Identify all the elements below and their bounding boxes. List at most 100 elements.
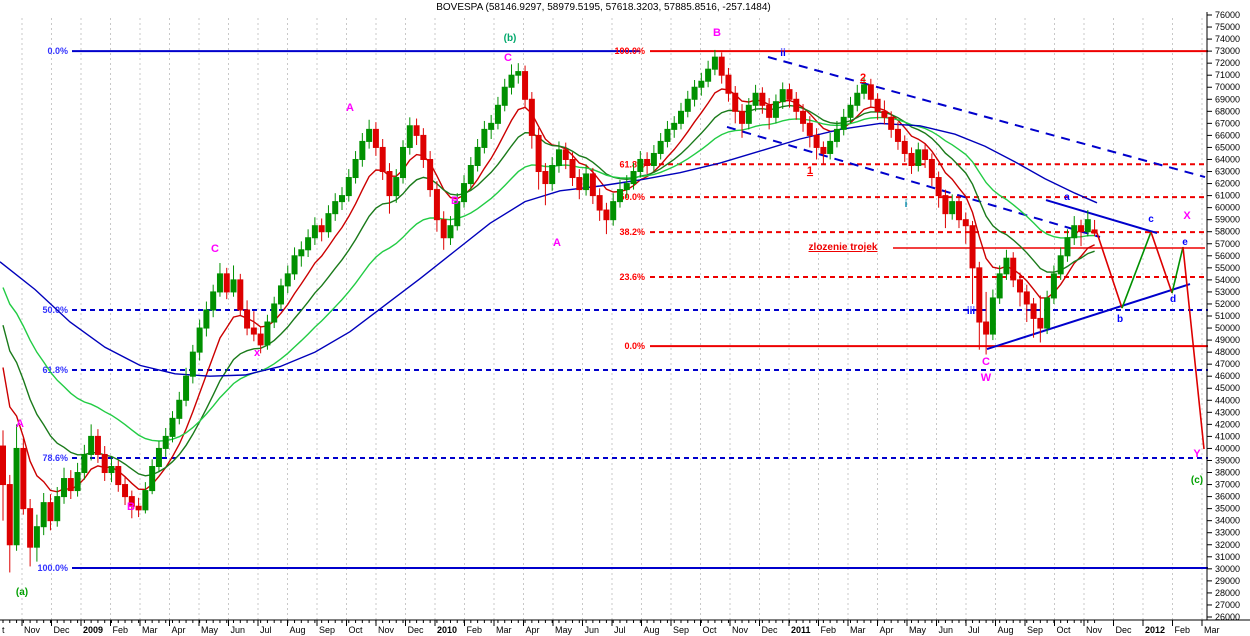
wave-label: i (905, 199, 908, 210)
svg-text:Jun: Jun (939, 625, 954, 635)
wave-label: X (1183, 210, 1191, 222)
svg-text:Aug: Aug (998, 625, 1014, 635)
svg-text:61.8%: 61.8% (619, 159, 645, 169)
svg-text:46000: 46000 (1215, 371, 1240, 381)
fibonacci-retracement-blue: 0.0% 50.0% 61.8% 78.6% 100.0% (37, 46, 1208, 573)
svg-text:33000: 33000 (1215, 528, 1240, 538)
wave-label: b (1117, 314, 1123, 325)
wave-label: x (254, 347, 261, 359)
svg-text:Mar: Mar (142, 625, 158, 635)
svg-text:58000: 58000 (1215, 227, 1240, 237)
line-ma-mid (2, 104, 1095, 477)
svg-text:Jul: Jul (614, 625, 626, 635)
svg-text:Sep: Sep (319, 625, 335, 635)
trendline-channel-upper (767, 56, 1206, 179)
wave-label: (a) (16, 587, 28, 598)
svg-text:Feb: Feb (1175, 625, 1191, 635)
svg-text:May: May (909, 625, 927, 635)
svg-text:55000: 55000 (1215, 263, 1240, 273)
svg-text:Jul: Jul (260, 625, 272, 635)
wave-label: B (451, 195, 459, 207)
svg-text:37000: 37000 (1215, 480, 1240, 490)
annotation-zlozenie-trojek: zlozenie trojek (809, 242, 1205, 253)
svg-text:Mar: Mar (1204, 625, 1220, 635)
svg-text:71000: 71000 (1215, 70, 1240, 80)
svg-text:60000: 60000 (1215, 203, 1240, 213)
wave-label: (c) (1191, 475, 1203, 486)
svg-text:61.8%: 61.8% (42, 365, 68, 375)
svg-text:2010: 2010 (437, 625, 457, 635)
svg-text:66000: 66000 (1215, 130, 1240, 140)
svg-text:Aug: Aug (644, 625, 660, 635)
candles-layer (0, 49, 1098, 573)
svg-text:2012: 2012 (1145, 625, 1165, 635)
moving-averages-layer (0, 88, 1098, 493)
wave-label: C (211, 243, 219, 255)
svg-text:Nov: Nov (732, 625, 749, 635)
svg-text:2009: 2009 (83, 625, 103, 635)
svg-text:74000: 74000 (1215, 34, 1240, 44)
svg-text:57000: 57000 (1215, 239, 1240, 249)
svg-text:Oct: Oct (349, 625, 364, 635)
trendline-resistance-short (1045, 199, 1158, 235)
gridlines-layer (21, 18, 1203, 620)
svg-text:69000: 69000 (1215, 94, 1240, 104)
wave-label: B (127, 501, 135, 513)
wave-label: a (1064, 192, 1070, 203)
svg-text:40000: 40000 (1215, 443, 1240, 453)
svg-text:May: May (555, 625, 573, 635)
svg-text:50.0%: 50.0% (619, 192, 645, 202)
svg-text:Nov: Nov (24, 625, 41, 635)
svg-text:Dec: Dec (762, 625, 779, 635)
svg-text:68000: 68000 (1215, 106, 1240, 116)
svg-text:44000: 44000 (1215, 395, 1240, 405)
svg-text:Nov: Nov (378, 625, 395, 635)
svg-text:41000: 41000 (1215, 431, 1240, 441)
svg-text:76000: 76000 (1215, 10, 1240, 20)
svg-text:t: t (2, 625, 5, 635)
wave-label: Y (1193, 448, 1201, 460)
chart-title: BOVESPA (58146.9297, 58979.5195, 57618.3… (436, 2, 771, 13)
svg-text:Mar: Mar (850, 625, 866, 635)
svg-text:Feb: Feb (467, 625, 483, 635)
svg-text:Oct: Oct (703, 625, 718, 635)
line-ma-long (0, 122, 1098, 377)
svg-text:29000: 29000 (1215, 576, 1240, 586)
svg-text:Dec: Dec (1116, 625, 1133, 635)
svg-text:75000: 75000 (1215, 22, 1240, 32)
svg-text:72000: 72000 (1215, 58, 1240, 68)
svg-text:32000: 32000 (1215, 540, 1240, 550)
svg-text:Nov: Nov (1086, 625, 1103, 635)
wave-label: (b) (504, 33, 517, 44)
svg-text:39000: 39000 (1215, 455, 1240, 465)
trendline-channel-lower (726, 126, 1101, 238)
wave-label: ii (780, 48, 786, 59)
svg-text:Feb: Feb (821, 625, 837, 635)
svg-text:38000: 38000 (1215, 468, 1240, 478)
svg-text:Dec: Dec (408, 625, 425, 635)
svg-text:Apr: Apr (880, 625, 894, 635)
wave-label: 2 (860, 72, 866, 84)
wave-label: 1 (807, 165, 813, 177)
svg-text:43000: 43000 (1215, 407, 1240, 417)
svg-text:Feb: Feb (113, 625, 129, 635)
svg-text:38.2%: 38.2% (619, 227, 645, 237)
svg-text:100.0%: 100.0% (37, 563, 68, 573)
svg-text:zlozenie trojek: zlozenie trojek (809, 242, 878, 253)
svg-text:27000: 27000 (1215, 600, 1240, 610)
svg-text:52000: 52000 (1215, 299, 1240, 309)
svg-text:0.0%: 0.0% (47, 46, 68, 56)
svg-text:Sep: Sep (1027, 625, 1043, 635)
svg-text:31000: 31000 (1215, 552, 1240, 562)
svg-text:42000: 42000 (1215, 419, 1240, 429)
svg-text:Sep: Sep (673, 625, 689, 635)
svg-text:Oct: Oct (1057, 625, 1072, 635)
wave-label: A (346, 102, 354, 114)
wave-label: A (553, 237, 561, 249)
svg-text:34000: 34000 (1215, 516, 1240, 526)
svg-text:100.0%: 100.0% (614, 46, 645, 56)
trendlines-layer (726, 56, 1206, 351)
svg-text:45000: 45000 (1215, 383, 1240, 393)
